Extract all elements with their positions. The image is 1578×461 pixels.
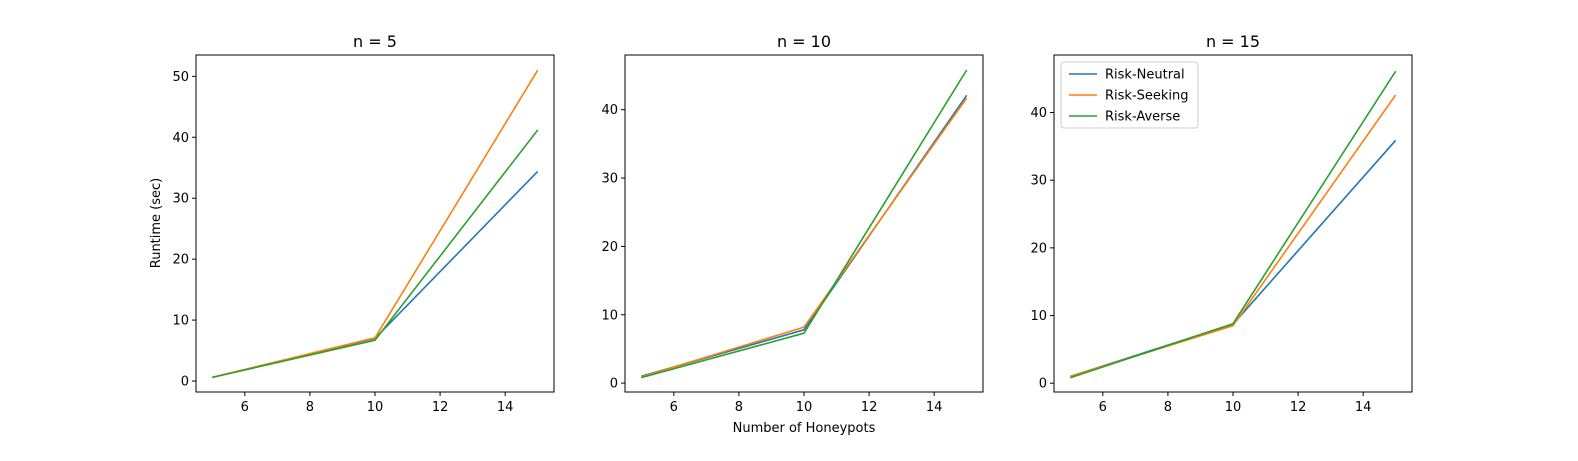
y-tick-label: 0 [1039, 377, 1047, 392]
y-axis-title: Runtime (sec) [149, 178, 164, 269]
y-tick-label: 40 [1030, 106, 1047, 121]
panel-title: n = 15 [1206, 32, 1260, 51]
y-tick-label: 30 [172, 192, 189, 207]
legend-label: Risk-Neutral [1105, 68, 1185, 83]
y-tick-label: 10 [1030, 309, 1047, 324]
x-tick-label: 12 [432, 400, 449, 415]
x-tick-label: 14 [1355, 400, 1372, 415]
x-tick-label: 14 [926, 400, 943, 415]
y-tick-label: 20 [172, 253, 189, 268]
legend-label: Risk-Averse [1105, 110, 1180, 125]
legend: Risk-Neutral Risk-Seeking Risk-Averse [1060, 61, 1199, 129]
x-tick-label: 10 [367, 400, 384, 415]
x-axis-title: Number of Honeypots [733, 421, 876, 436]
x-tick-label: 14 [497, 400, 514, 415]
x-tick-label: 6 [241, 400, 249, 415]
panel-title: n = 5 [353, 32, 397, 51]
panel-2: n = 10 6 8 10 12 14 0 10 20 30 40 [601, 32, 984, 415]
x-tick-label: 6 [1099, 400, 1107, 415]
panel-title: n = 10 [777, 32, 831, 51]
y-tick-label: 0 [181, 375, 189, 390]
panel-3: n = 15 6 8 10 12 14 0 10 20 30 40 [1030, 32, 1413, 415]
series-line-risk-averse [641, 69, 968, 379]
y-tick-label: 30 [601, 172, 618, 187]
panel-1: n = 5 6 8 10 12 14 0 10 20 30 40 50 [172, 32, 555, 415]
x-tick-label: 6 [670, 400, 678, 415]
y-tick-label: 0 [610, 377, 618, 392]
y-tick-label: 30 [1030, 174, 1047, 189]
legend-label: Risk-Seeking [1105, 89, 1189, 104]
y-tick-label: 20 [1030, 241, 1047, 256]
series-line-risk-averse [1070, 70, 1397, 379]
panels: n = 5 6 8 10 12 14 0 10 20 30 40 50 n = 10 6 8 10 12 14 0 1… [172, 32, 1413, 415]
y-tick-label: 10 [172, 314, 189, 329]
x-tick-label: 10 [1225, 400, 1242, 415]
x-tick-label: 8 [306, 400, 314, 415]
series-line-risk-averse [212, 129, 539, 379]
legend-box [1060, 61, 1199, 129]
series-line-risk-seeking [641, 97, 968, 378]
x-tick-label: 8 [735, 400, 743, 415]
y-tick-label: 50 [172, 70, 189, 85]
x-tick-label: 12 [861, 400, 878, 415]
y-tick-label: 40 [172, 131, 189, 146]
x-tick-label: 8 [1164, 400, 1172, 415]
x-tick-label: 12 [1290, 400, 1307, 415]
y-tick-label: 40 [601, 103, 618, 118]
y-tick-label: 10 [601, 308, 618, 323]
x-tick-label: 10 [796, 400, 813, 415]
y-tick-label: 20 [601, 240, 618, 255]
